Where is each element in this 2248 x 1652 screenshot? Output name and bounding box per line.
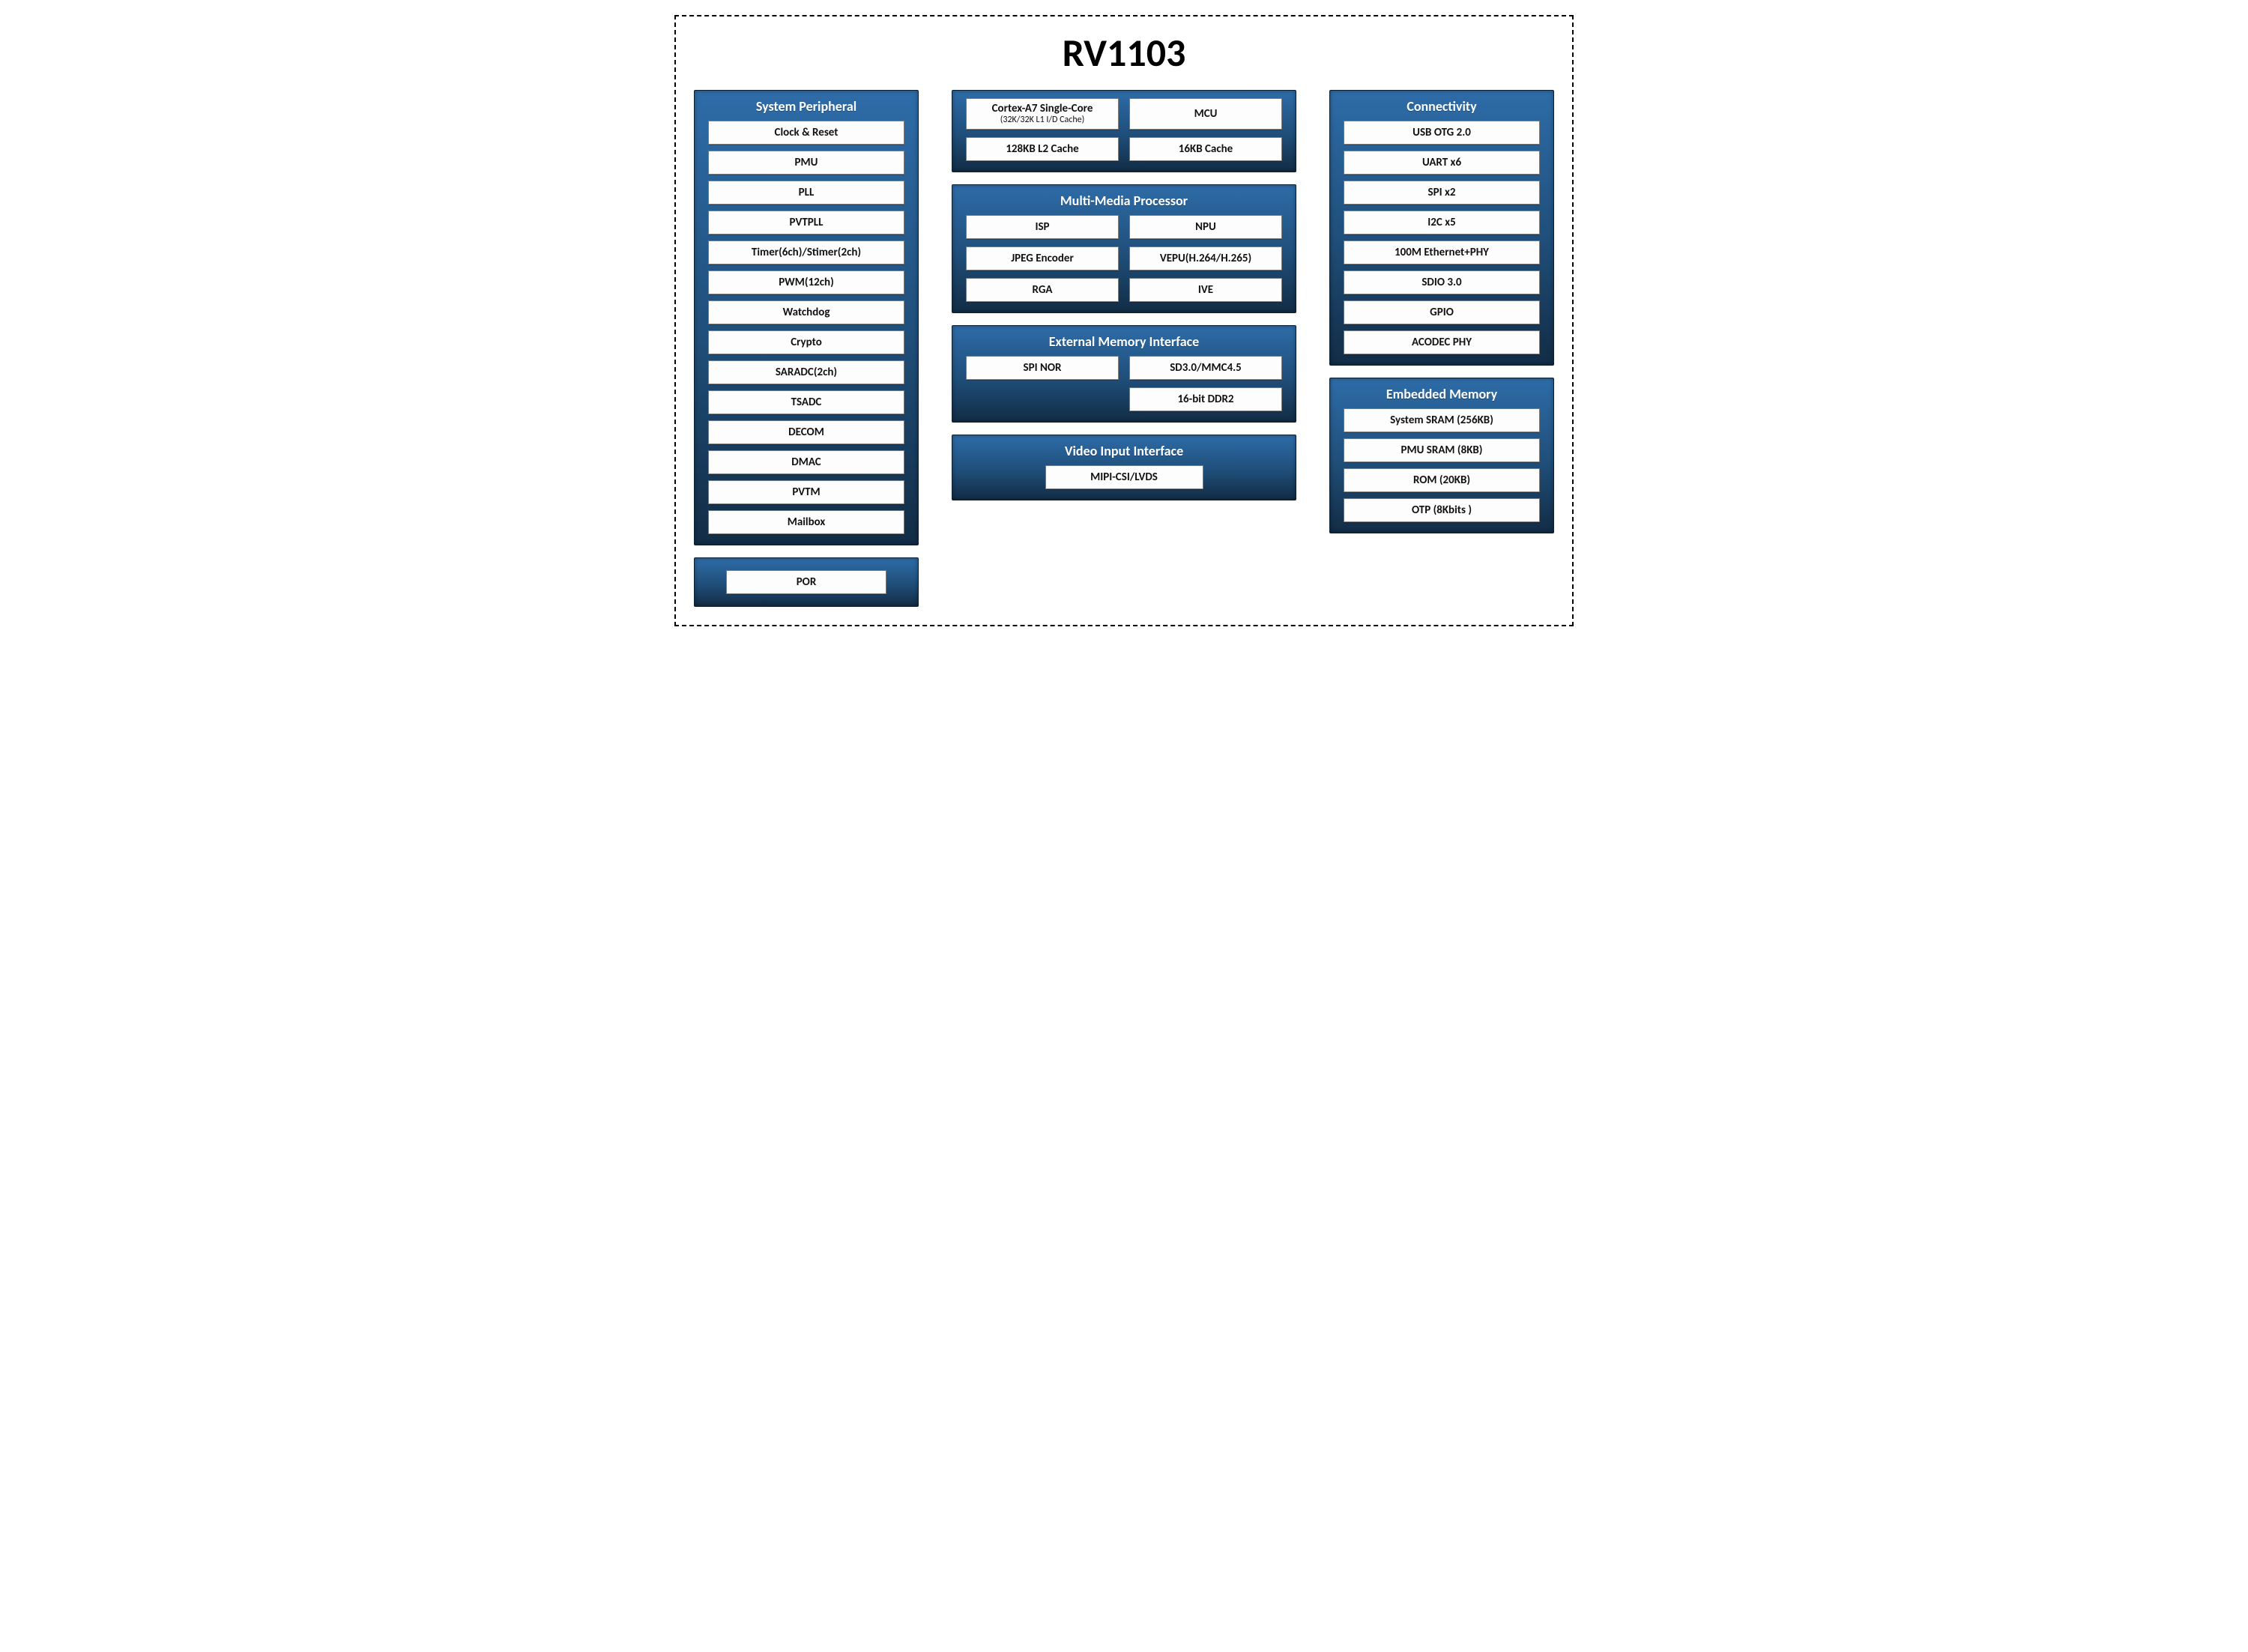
item: IVE bbox=[1129, 278, 1282, 302]
por-items: POR bbox=[726, 570, 886, 594]
item: System SRAM (256KB) bbox=[1344, 408, 1540, 432]
cpu-block: Cortex-A7 Single-Core(32K/32K L1 I/D Cac… bbox=[952, 90, 1296, 172]
embedded-memory-title: Embedded Memory bbox=[1344, 386, 1540, 402]
connectivity-items: USB OTG 2.0 UART x6 SPI x2 I2C x5 100M Ether… bbox=[1344, 121, 1540, 354]
item: SD3.0/MMC4.5 bbox=[1129, 356, 1282, 380]
item: SPI NOR bbox=[966, 356, 1119, 380]
item: JPEG Encoder bbox=[966, 246, 1119, 270]
item: ACODEC PHY bbox=[1344, 330, 1540, 354]
por-block: POR bbox=[694, 557, 919, 607]
system-peripheral-block: System Peripheral Clock & Reset PMU PLL PVT… bbox=[694, 90, 919, 545]
item: DMAC bbox=[708, 450, 904, 474]
item: Watchdog bbox=[708, 300, 904, 324]
item: ROM (20KB) bbox=[1344, 468, 1540, 492]
vii-block: Video Input Interface MIPI-CSI/LVDS bbox=[952, 435, 1296, 500]
item: Mailbox bbox=[708, 510, 904, 534]
item: SDIO 3.0 bbox=[1344, 270, 1540, 294]
item: Cortex-A7 Single-Core(32K/32K L1 I/D Cac… bbox=[966, 98, 1119, 130]
item: VEPU(H.264/H.265) bbox=[1129, 246, 1282, 270]
right-column: Connectivity USB OTG 2.0 UART x6 SPI x2 I2C… bbox=[1329, 90, 1554, 607]
emi-title: External Memory Interface bbox=[966, 333, 1282, 350]
connectivity-title: Connectivity bbox=[1344, 98, 1540, 115]
item: PVTM bbox=[708, 480, 904, 504]
left-column: System Peripheral Clock & Reset PMU PLL PVT… bbox=[694, 90, 919, 607]
item: POR bbox=[726, 570, 886, 594]
item: PVTPLL bbox=[708, 211, 904, 235]
item: PMU SRAM (8KB) bbox=[1344, 438, 1540, 462]
vii-items: MIPI-CSI/LVDS bbox=[1045, 465, 1203, 489]
item: PMU bbox=[708, 151, 904, 175]
item: SPI x2 bbox=[1344, 181, 1540, 205]
system-peripheral-items: Clock & Reset PMU PLL PVTPLL Timer(6ch)/Stim… bbox=[708, 121, 904, 534]
embedded-memory-block: Embedded Memory System SRAM (256KB) PMU S… bbox=[1329, 378, 1554, 533]
diagram-frame: RV1103 System Peripheral Clock & Reset PM… bbox=[674, 15, 1574, 626]
item: NPU bbox=[1129, 215, 1282, 239]
item: 16KB Cache bbox=[1129, 137, 1282, 161]
embedded-memory-items: System SRAM (256KB) PMU SRAM (8KB) ROM (20… bbox=[1344, 408, 1540, 522]
system-peripheral-title: System Peripheral bbox=[708, 98, 904, 115]
item: UART x6 bbox=[1344, 151, 1540, 175]
item: USB OTG 2.0 bbox=[1344, 121, 1540, 145]
item: MCU bbox=[1129, 98, 1282, 130]
item: SARADC(2ch) bbox=[708, 360, 904, 384]
item: Clock & Reset bbox=[708, 121, 904, 145]
connectivity-block: Connectivity USB OTG 2.0 UART x6 SPI x2 I2C… bbox=[1329, 90, 1554, 366]
item: 16-bit DDR2 bbox=[1129, 387, 1282, 411]
cpu-items: Cortex-A7 Single-Core(32K/32K L1 I/D Cac… bbox=[966, 98, 1282, 161]
emi-items: SPI NOR SD3.0/MMC4.5 16-bit DDR2 bbox=[966, 356, 1282, 411]
center-column: Cortex-A7 Single-Core(32K/32K L1 I/D Cac… bbox=[952, 90, 1296, 607]
item: PLL bbox=[708, 181, 904, 205]
item: GPIO bbox=[1344, 300, 1540, 324]
item: Timer(6ch)/Stimer(2ch) bbox=[708, 240, 904, 264]
item: 100M Ethernet+PHY bbox=[1344, 240, 1540, 264]
mmp-items: ISP NPU JPEG Encoder VEPU(H.264/H.265) RGA IV… bbox=[966, 215, 1282, 302]
mmp-title: Multi-Media Processor bbox=[966, 193, 1282, 209]
item: 128KB L2 Cache bbox=[966, 137, 1119, 161]
item: I2C x5 bbox=[1344, 211, 1540, 235]
item: ISP bbox=[966, 215, 1119, 239]
item: DECOM bbox=[708, 420, 904, 444]
columns: System Peripheral Clock & Reset PMU PLL PVT… bbox=[694, 90, 1554, 607]
item: TSADC bbox=[708, 390, 904, 414]
item: MIPI-CSI/LVDS bbox=[1045, 465, 1203, 489]
mmp-block: Multi-Media Processor ISP NPU JPEG Encoder… bbox=[952, 184, 1296, 313]
item: Crypto bbox=[708, 330, 904, 354]
vii-title: Video Input Interface bbox=[966, 443, 1282, 459]
item: PWM(12ch) bbox=[708, 270, 904, 294]
item: RGA bbox=[966, 278, 1119, 302]
chip-title: RV1103 bbox=[694, 28, 1554, 76]
item: OTP (8Kbits ) bbox=[1344, 498, 1540, 522]
emi-block: External Memory Interface SPI NOR SD3.0/M… bbox=[952, 325, 1296, 423]
